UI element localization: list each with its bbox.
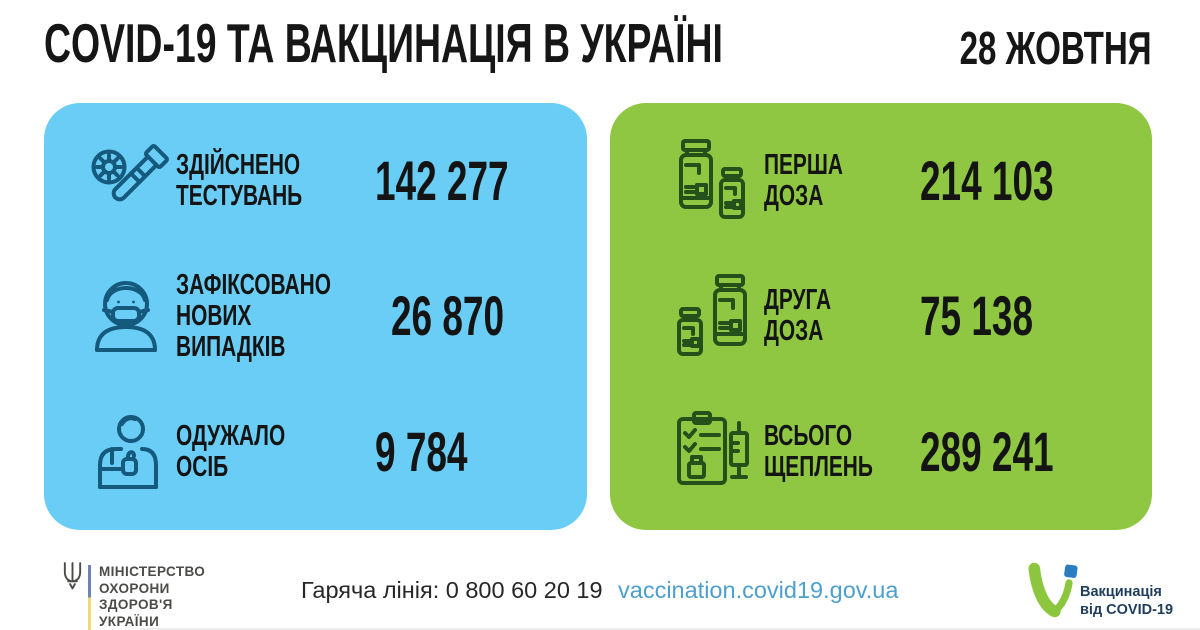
stat-label: ПЕРША ДОЗА bbox=[764, 148, 920, 212]
stat-label-line: ОДУЖАЛО bbox=[176, 420, 286, 453]
stat-label-line: ОСІБ bbox=[176, 451, 229, 484]
stat-label: ДРУГА ДОЗА bbox=[764, 285, 920, 347]
stat-label-line: ЗАФІКСОВАНО bbox=[176, 268, 331, 301]
stat-label: ЗДІЙСНЕНО ТЕСТУВАНЬ bbox=[176, 148, 375, 212]
covid-stats-panel: ЗДІЙСНЕНО ТЕСТУВАНЬ 142 277 ЗАФІКСОВАНО … bbox=[44, 103, 587, 530]
bottom-divider bbox=[140, 628, 1200, 630]
stat-label-line: ТЕСТУВАНЬ bbox=[176, 179, 303, 212]
vaccination-site-link[interactable]: vaccination.covid19.gov.ua bbox=[618, 577, 899, 603]
stat-label-line: ЩЕПЛЕНЬ bbox=[764, 451, 873, 484]
hotline-text: Гаряча лінія: 0 800 60 20 19 bbox=[301, 577, 603, 603]
stat-label-line: ЗДІЙСНЕНО bbox=[176, 148, 301, 181]
flag-divider bbox=[88, 565, 91, 630]
stat-value-new-cases: 26 870 bbox=[391, 284, 505, 348]
stat-label: ОДУЖАЛО ОСІБ bbox=[176, 421, 375, 483]
ukraine-trident-icon bbox=[61, 561, 84, 590]
stat-value-tests: 142 277 bbox=[375, 148, 509, 212]
stat-label-line: ДОЗА bbox=[764, 179, 824, 212]
stat-row-recovered: ОДУЖАЛО ОСІБ 9 784 bbox=[44, 391, 587, 513]
masked-person-icon bbox=[76, 264, 176, 368]
ministry-line: МІНІСТЕРСТВО bbox=[99, 564, 206, 579]
stat-value-recovered: 9 784 bbox=[375, 420, 468, 484]
stat-label-line: ДРУГА bbox=[764, 284, 832, 317]
vaccination-stats-panel: ПЕРША ДОЗА 214 103 ДРУГА bbox=[610, 103, 1152, 530]
stat-value-first-dose: 214 103 bbox=[920, 148, 1054, 212]
stat-label-line: НОВИХ bbox=[176, 299, 252, 332]
stat-label-line: ВСЬОГО bbox=[764, 420, 853, 453]
stat-row-first-dose: ПЕРША ДОЗА 214 103 bbox=[610, 120, 1152, 242]
ministry-line: ОХОРОНИ bbox=[99, 580, 170, 596]
ministry-line: ЗДОРОВ'Я bbox=[99, 597, 173, 612]
report-date: 28 ЖОВТНЯ bbox=[960, 22, 1152, 74]
page-title: COVID-19 ТА ВАКЦИНАЦІЯ В УКРАЇНІ bbox=[44, 12, 723, 74]
stat-value-second-dose: 75 138 bbox=[920, 284, 1034, 348]
vaccine-vials-icon bbox=[664, 129, 764, 233]
stat-label-line: ВИПАДКІВ bbox=[176, 330, 286, 363]
ministry-of-health-label: МІНІСТЕРСТВО ОХОРОНИ ЗДОРОВ'Я УКРАЇНИ bbox=[99, 564, 205, 630]
vaccination-covid19-logo-icon bbox=[1028, 557, 1078, 625]
logo-line: Вакцинація bbox=[1080, 584, 1162, 600]
recovered-person-icon bbox=[76, 400, 176, 504]
clipboard-syringe-icon bbox=[664, 400, 764, 504]
stat-row-total-vaccinations: ВСЬОГО ЩЕПЛЕНЬ 289 241 bbox=[610, 391, 1152, 513]
stat-row-tests: ЗДІЙСНЕНО ТЕСТУВАНЬ 142 277 bbox=[44, 120, 587, 242]
ministry-line: УКРАЇНИ bbox=[99, 613, 160, 629]
stat-label: ЗАФІКСОВАНО НОВИХ ВИПАДКІВ bbox=[176, 268, 391, 363]
logo-line: від COVID-19 bbox=[1080, 601, 1174, 618]
vaccination-logo-label: Вакцинація від COVID-19 bbox=[1080, 584, 1173, 619]
stat-value-total-vaccinations: 289 241 bbox=[920, 420, 1054, 484]
stat-label-line: ДОЗА bbox=[764, 315, 824, 348]
test-tube-virus-icon bbox=[76, 129, 176, 233]
stat-row-second-dose: ДРУГА ДОЗА 75 138 bbox=[610, 255, 1152, 377]
stat-label: ВСЬОГО ЩЕПЛЕНЬ bbox=[764, 421, 920, 483]
stat-label-line: ПЕРША bbox=[764, 148, 843, 181]
stat-row-new-cases: ЗАФІКСОВАНО НОВИХ ВИПАДКІВ 26 870 bbox=[44, 255, 587, 377]
vaccine-vials-second-icon bbox=[664, 264, 764, 368]
